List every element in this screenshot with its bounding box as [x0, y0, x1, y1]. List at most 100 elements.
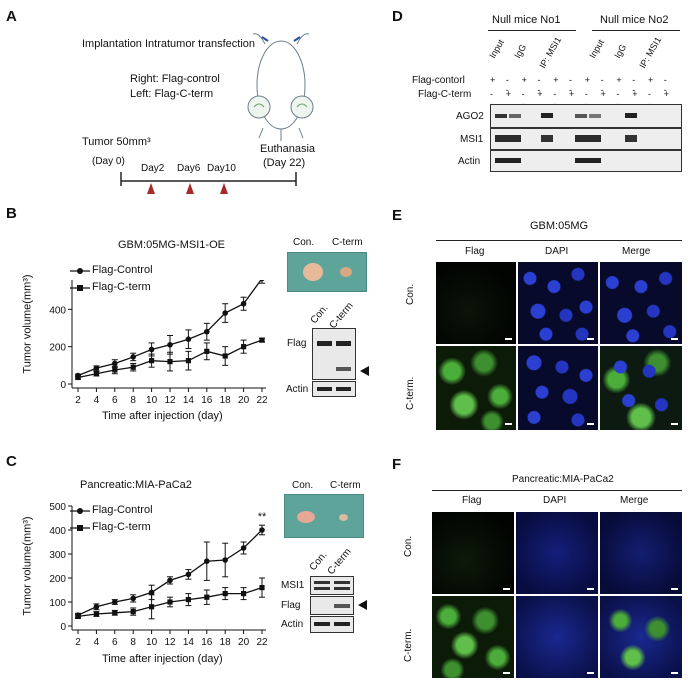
data-point: [222, 557, 228, 563]
band: [625, 135, 637, 142]
panel-e-col-merge: Merge: [622, 246, 651, 257]
data-point: [167, 342, 173, 348]
y-tick-label: 300: [49, 550, 66, 561]
scale-bar: [671, 338, 678, 340]
x-tick-label: 2: [75, 637, 81, 648]
band: [589, 114, 601, 118]
x-tick-label: 22: [256, 395, 268, 406]
panel-d-label: D: [392, 8, 403, 25]
panel-e-row-cterm: C-term.: [405, 376, 416, 410]
panel-c-msi1-blot: [310, 576, 354, 595]
scale-bar: [671, 588, 678, 590]
band: [314, 581, 330, 584]
data-point: [149, 604, 155, 610]
panel-b-flag-blot: [312, 328, 356, 380]
panel-e-col-flag: Flag: [465, 246, 485, 257]
band: [314, 622, 330, 626]
data-point: [185, 358, 191, 364]
y-tick-label: 0: [60, 380, 66, 391]
injection-arrow-day2: [147, 183, 155, 194]
panel-a-day2-label: Day2: [141, 163, 165, 174]
flag-control-sign: +: [521, 75, 527, 85]
x-tick-label: 18: [220, 637, 232, 648]
panel-b-flag-arrow: [360, 366, 369, 376]
panel-e-title-rule: [436, 240, 682, 241]
y-tick-label: 400: [49, 526, 66, 537]
panel-d-row-flag-cterm: Flag-C-term: [418, 89, 472, 100]
band: [541, 113, 553, 118]
panel-f-dapi-cterm: [516, 596, 598, 678]
x-tick-label: 10: [146, 395, 158, 406]
data-point: [130, 354, 136, 360]
panel-c-flag-blot: [310, 596, 354, 615]
panel-e-label: E: [392, 207, 403, 224]
legend-symbol: [77, 268, 83, 274]
band: [334, 604, 350, 608]
data-point: [204, 558, 210, 564]
panel-d-actin-blot: [490, 150, 682, 172]
panel-e-merge-cterm: [600, 346, 682, 430]
data-point: [185, 336, 192, 342]
injection-arrow-day10: [220, 183, 228, 194]
y-tick-label: 500: [49, 502, 66, 513]
band: [495, 158, 521, 163]
y-tick-label: 200: [49, 343, 66, 354]
scale-bar: [505, 338, 512, 340]
panel-e-dapi-con: [518, 262, 598, 344]
scale-bar: [671, 423, 678, 425]
legend-symbol: [77, 508, 83, 514]
panel-a-day22-label: (Day 22): [263, 157, 306, 169]
col-igg-1: IgG: [512, 42, 529, 60]
data-point: [241, 591, 247, 597]
panel-d-group2: Null mice No2: [600, 14, 669, 26]
scale-bar: [503, 588, 510, 590]
flag-cterm-sign: +: [663, 89, 670, 99]
panel-e-merge-con: [600, 262, 682, 344]
panel-a-euthanasia-label: Euthanasia: [260, 143, 316, 155]
panel-f-title-rule: [432, 490, 682, 491]
x-tick-label: 14: [183, 637, 195, 648]
col-igg-2: IgG: [612, 42, 629, 60]
data-point: [240, 545, 247, 551]
data-point: [204, 594, 210, 600]
flag-cterm-sign: +: [569, 89, 575, 99]
chart-c-plot: 0 100 200 300 400 500 2 4 6 8 10 12 14 16 18 20 22 **: [49, 502, 268, 648]
x-tick-label: 6: [112, 637, 118, 648]
panel-e-dapi-cterm: [518, 346, 598, 430]
panel-d-ago2-blot: [490, 104, 682, 128]
flag-control-sign: --: [663, 75, 667, 95]
x-tick-label: 12: [164, 395, 176, 406]
legend-marker: [70, 285, 90, 291]
chart-b-xlabel: Time after injection (day): [102, 410, 223, 422]
scale-bar: [505, 423, 512, 425]
panel-a-day6-label: Day6: [177, 163, 201, 174]
flag-cterm-sign: +: [537, 89, 543, 99]
data-point: [167, 359, 173, 365]
x-tick-label: 6: [112, 395, 118, 406]
chart-c-legend-cterm: Flag-C-term: [92, 521, 151, 533]
data-point: [185, 597, 191, 603]
x-tick-label: 4: [94, 637, 100, 648]
panel-a-title: Implantation Intratumor transfection: [82, 38, 256, 50]
panel-d-row-ago2: AGO2: [456, 111, 484, 122]
panel-e-row-con: Con.: [405, 283, 416, 305]
data-point: [148, 346, 155, 353]
x-tick-label: 2: [75, 395, 81, 406]
panel-f-flag-cterm: [432, 596, 514, 678]
chart-c-xlabel: Time after injection (day): [102, 653, 223, 665]
panel-f-col-dapi: DAPI: [543, 495, 567, 506]
flag-cterm-sign: +: [505, 89, 512, 99]
data-point: [130, 364, 136, 370]
band: [336, 387, 351, 391]
x-tick-label: 8: [130, 637, 136, 648]
x-tick-label: 20: [238, 395, 250, 406]
panel-a-right-label: Right: Flag-control: [130, 73, 220, 85]
data-point: [222, 310, 228, 316]
data-point: [185, 571, 192, 578]
y-tick-label: 100: [49, 598, 66, 609]
flag-control-sign: --: [505, 75, 509, 95]
band: [336, 341, 351, 346]
band: [334, 581, 350, 584]
band: [495, 114, 507, 118]
panel-a-day10-label: Day10: [207, 163, 236, 174]
